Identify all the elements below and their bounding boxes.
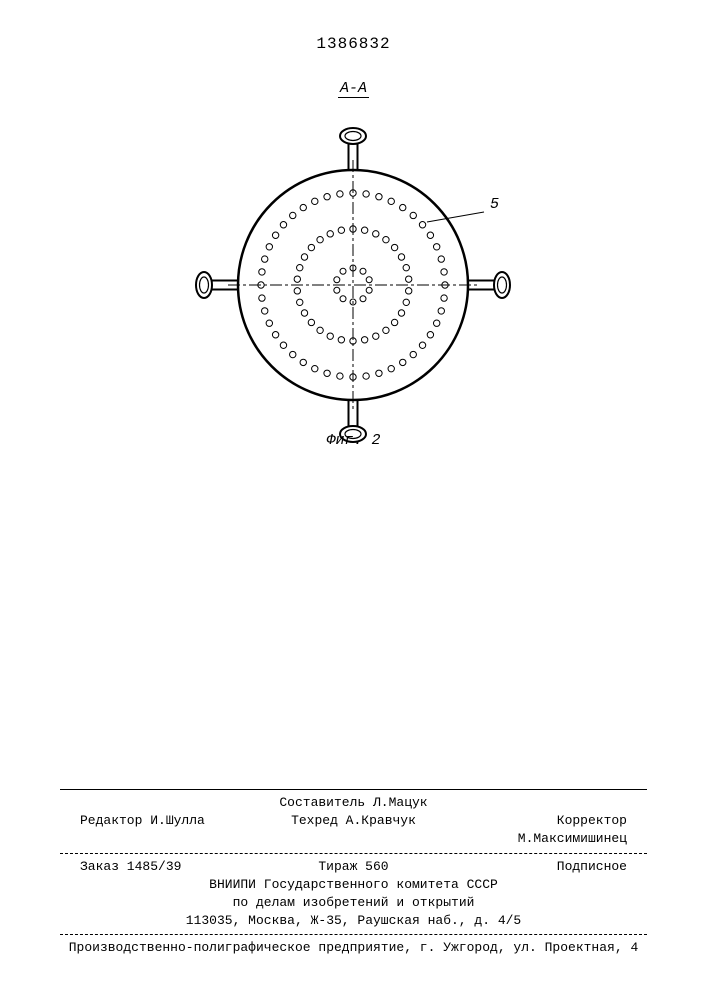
divider-dash bbox=[60, 853, 647, 854]
reference-number-5: 5 bbox=[490, 196, 499, 213]
org-line-1: ВНИИПИ Государственного комитета СССР bbox=[0, 876, 707, 894]
corrector: Корректор М.Максимишинец bbox=[445, 812, 627, 848]
tirage: Тираж 560 bbox=[262, 858, 444, 876]
divider bbox=[60, 789, 647, 790]
compiled-by: Составитель Л.Мацук bbox=[0, 794, 707, 812]
print-house: Производственно-полиграфическое предприя… bbox=[0, 939, 707, 957]
figure-caption: Фиг. 2 bbox=[0, 432, 707, 449]
colophon: Составитель Л.Мацук Редактор И.Шулла Тех… bbox=[0, 785, 707, 958]
divider-dash-2 bbox=[60, 934, 647, 935]
figure-diagram bbox=[0, 90, 707, 470]
tech-ed: Техред А.Кравчук bbox=[262, 812, 444, 848]
order: Заказ 1485/39 bbox=[80, 858, 262, 876]
editor: Редактор И.Шулла bbox=[80, 812, 262, 848]
patent-number: 1386832 bbox=[0, 35, 707, 53]
sign: Подписное bbox=[445, 858, 627, 876]
org-line-2: по делам изобретений и открытий bbox=[0, 894, 707, 912]
address: 113035, Москва, Ж-35, Раушская наб., д. … bbox=[0, 912, 707, 930]
